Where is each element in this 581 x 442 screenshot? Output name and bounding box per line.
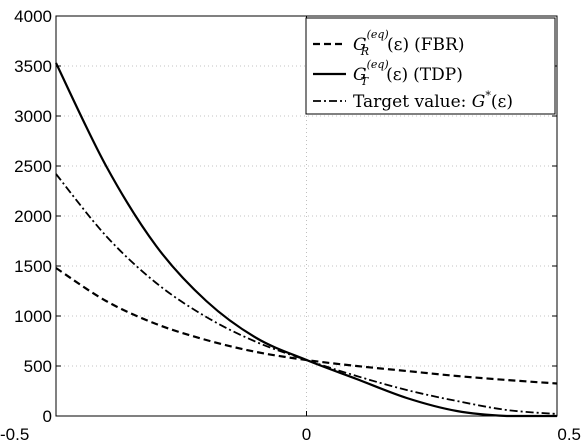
x-tick-label: -0.5	[0, 425, 29, 442]
legend-argument: (ε)	[491, 92, 513, 112]
y-tick-label: 1000	[14, 307, 52, 326]
grid-lines	[56, 16, 557, 416]
legend-box	[305, 17, 556, 115]
legend: G(eq) R (ε) (FBR) G(eq) T (ε) (TDP) Target val…	[305, 17, 556, 115]
y-tick-label: 3000	[14, 107, 52, 126]
legend-superscript: (eq)	[367, 28, 389, 41]
legend-entry-target: Target value: G*(ε)	[353, 89, 513, 112]
legend-suffix: (TDP)	[413, 65, 463, 85]
legend-subscript: R	[360, 45, 369, 58]
y-tick-label: 2500	[14, 157, 52, 176]
legend-subscript: T	[361, 75, 370, 88]
legend-argument: (ε)	[386, 65, 408, 85]
x-tick-labels: -0.5 0 0.5	[0, 425, 581, 442]
legend-symbol: G	[353, 65, 367, 85]
x-tick-label: 0	[302, 425, 311, 442]
y-tick-label: 1500	[14, 257, 52, 276]
legend-symbol: G	[472, 92, 486, 112]
y-tick-label: 2000	[14, 207, 52, 226]
series-lines	[55, 62, 558, 418]
y-tick-label: 500	[24, 357, 52, 376]
legend-entry-tdp: G(eq) T (ε) (TDP)	[353, 58, 463, 88]
x-tick-label: 0.5	[557, 425, 581, 442]
legend-argument: (ε)	[387, 35, 409, 55]
legend-superscript: *	[485, 89, 491, 102]
y-tick-label: 0	[43, 407, 52, 426]
y-tick-label: 4000	[14, 7, 52, 26]
legend-prefix: Target value:	[353, 92, 472, 112]
y-tick-labels: 0 500 1000 1500 2000 2500 3000 3500 4000	[14, 7, 52, 426]
legend-entry-fbr: G(eq) R (ε) (FBR)	[353, 28, 464, 58]
legend-suffix: (FBR)	[414, 35, 464, 55]
series-line-2	[55, 173, 558, 415]
y-tick-label: 3500	[14, 57, 52, 76]
legend-symbol: G	[353, 35, 367, 55]
legend-superscript: (eq)	[367, 58, 389, 71]
